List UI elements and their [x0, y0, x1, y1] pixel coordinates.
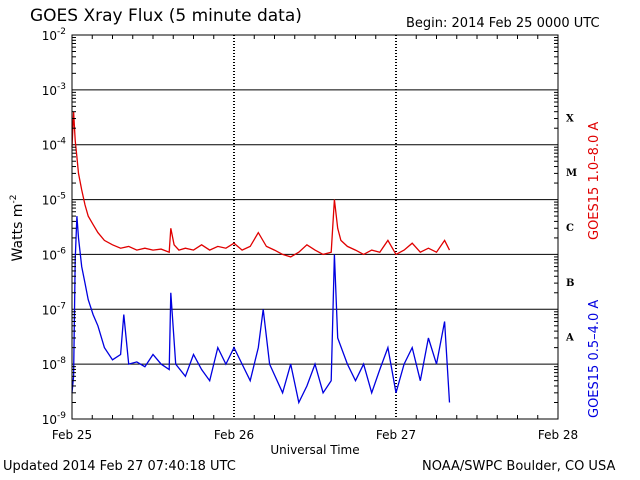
series-line-long: [71, 111, 451, 258]
y-tick-label: 10-5: [42, 192, 66, 208]
legend-blue-series: GOES15 0.5–4.0 A: [587, 300, 602, 418]
series-line-short: [71, 216, 451, 405]
flare-class-label: M: [566, 168, 577, 179]
y-tick-label: 10-2: [42, 27, 66, 43]
x-tick-label: Feb 27: [376, 428, 416, 442]
x-tick-label: Feb 28: [538, 428, 578, 442]
y-tick-label: 10-4: [42, 137, 67, 153]
x-tick-label: Feb 26: [214, 428, 254, 442]
y-axis-label: Watts m-2: [9, 195, 26, 262]
plot-frame: [71, 34, 559, 420]
y-tick-label: 10-6: [42, 246, 67, 262]
begin-time: Begin: 2014 Feb 25 0000 UTC: [406, 16, 600, 31]
flare-class-label: B: [566, 278, 574, 289]
x-axis-label: Universal Time: [270, 443, 359, 457]
flare-class-label: A: [565, 333, 574, 344]
y-tick-label: 10-3: [42, 82, 66, 98]
x-tick-label: Feb 25: [52, 428, 92, 442]
credit-label: NOAA/SWPC Boulder, CO USA: [422, 459, 616, 474]
y-tick-label: 10-7: [42, 301, 66, 317]
flare-class-label: X: [566, 113, 574, 124]
flare-class-label: C: [566, 223, 574, 234]
page-title: GOES Xray Flux (5 minute data): [30, 6, 302, 26]
y-tick-label: 10-9: [42, 411, 67, 427]
y-tick-label: 10-8: [42, 356, 67, 372]
legend-red-series: GOES15 1.0–8.0 A: [587, 122, 602, 240]
updated-timestamp: Updated 2014 Feb 27 07:40:18 UTC: [3, 459, 236, 474]
